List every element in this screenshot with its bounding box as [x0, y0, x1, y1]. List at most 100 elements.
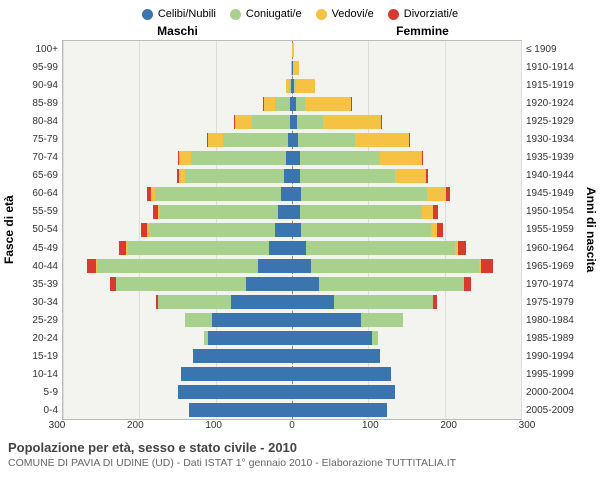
birth-label: 1990-1994 [526, 348, 582, 366]
age-label: 30-34 [18, 293, 58, 311]
birth-axis: ≤ 19091910-19141915-19191920-19241925-19… [522, 40, 582, 420]
seg-c [278, 205, 292, 219]
birth-label: 1925-1929 [526, 112, 582, 130]
grid-line [521, 41, 522, 419]
seg-w [179, 151, 190, 165]
bar-female [292, 41, 521, 59]
gender-labels: Maschi Femmine [0, 24, 600, 40]
seg-c [284, 169, 292, 183]
seg-m [301, 187, 427, 201]
bar-row [63, 167, 521, 185]
bar-row [63, 347, 521, 365]
bar-row [63, 329, 521, 347]
seg-d [119, 241, 127, 255]
bar-female [292, 149, 521, 167]
seg-w [395, 169, 426, 183]
seg-w [208, 133, 223, 147]
bar-male [63, 185, 292, 203]
bar-row [63, 311, 521, 329]
bar-row [63, 113, 521, 131]
ylabel-right: Anni di nascita [582, 40, 600, 420]
bar-female [292, 329, 521, 347]
seg-m [149, 223, 275, 237]
seg-c [292, 259, 311, 273]
bar-female [292, 311, 521, 329]
xtick: 100 [362, 420, 379, 431]
seg-d [381, 115, 382, 129]
bar-female [292, 95, 521, 113]
bar-male [63, 95, 292, 113]
seg-m [223, 133, 288, 147]
seg-m [275, 97, 290, 111]
age-label: 75-79 [18, 130, 58, 148]
bar-row [63, 293, 521, 311]
birth-label: 1970-1974 [526, 275, 582, 293]
bar-male [63, 221, 292, 239]
footer: Popolazione per età, sesso e stato civil… [0, 434, 600, 479]
bar-row [63, 275, 521, 293]
plot-area [62, 40, 522, 420]
footer-title: Popolazione per età, sesso e stato civil… [8, 440, 592, 455]
legend-swatch [230, 9, 241, 20]
birth-label: 1950-1954 [526, 203, 582, 221]
bar-row [63, 401, 521, 419]
seg-d [458, 241, 466, 255]
birth-label: 1975-1979 [526, 293, 582, 311]
bar-row [63, 131, 521, 149]
seg-m [158, 295, 231, 309]
age-label: 15-19 [18, 348, 58, 366]
seg-m [160, 205, 278, 219]
seg-d [422, 151, 424, 165]
age-label: 45-49 [18, 239, 58, 257]
seg-m [301, 223, 431, 237]
seg-w [323, 115, 380, 129]
seg-w [427, 187, 446, 201]
bar-row [63, 95, 521, 113]
legend-swatch [316, 9, 327, 20]
legend-item: Vedovi/e [316, 8, 374, 20]
legend-label: Coniugati/e [246, 8, 302, 20]
seg-d [437, 223, 443, 237]
bar-female [292, 257, 521, 275]
bar-row [63, 365, 521, 383]
seg-c [292, 169, 300, 183]
bar-male [63, 131, 292, 149]
age-label: 70-74 [18, 149, 58, 167]
seg-m [252, 115, 290, 129]
age-label: 20-24 [18, 330, 58, 348]
age-label: 10-14 [18, 366, 58, 384]
legend-swatch [388, 9, 399, 20]
birth-label: 1955-1959 [526, 221, 582, 239]
age-label: 65-69 [18, 167, 58, 185]
birth-label: 1980-1984 [526, 311, 582, 329]
seg-m [361, 313, 403, 327]
seg-d [426, 169, 428, 183]
bar-male [63, 275, 292, 293]
birth-label: 1915-1919 [526, 76, 582, 94]
seg-c [292, 223, 301, 237]
legend-item: Coniugati/e [230, 8, 302, 20]
seg-m [334, 295, 433, 309]
seg-d [433, 205, 438, 219]
legend-item: Divorziati/e [388, 8, 458, 20]
bar-female [292, 59, 521, 77]
bar-female [292, 275, 521, 293]
seg-c [292, 187, 301, 201]
seg-w [292, 43, 294, 57]
birth-label: 2000-2004 [526, 384, 582, 402]
xtick: 200 [127, 420, 144, 431]
seg-m [128, 241, 269, 255]
bar-male [63, 149, 292, 167]
seg-c [281, 187, 292, 201]
age-label: 50-54 [18, 221, 58, 239]
seg-c [292, 349, 380, 363]
birth-label: 1995-1999 [526, 366, 582, 384]
seg-m [298, 133, 355, 147]
age-label: 60-64 [18, 185, 58, 203]
bar-male [63, 113, 292, 131]
age-label: 95-99 [18, 58, 58, 76]
xtick: 0 [289, 420, 295, 431]
seg-c [292, 205, 300, 219]
xtick: 300 [49, 420, 66, 431]
seg-d [446, 187, 450, 201]
